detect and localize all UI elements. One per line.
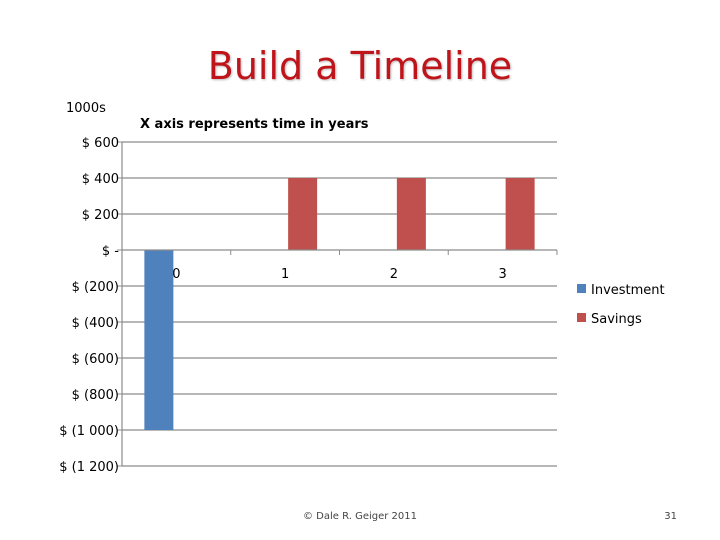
- page-number: 31: [664, 511, 677, 522]
- x-tick-label: 1: [281, 267, 289, 282]
- y-tick-label: $ -: [102, 244, 119, 259]
- slide-title: Build a Timeline: [207, 44, 513, 88]
- y-tick-label: $ 400: [82, 172, 119, 187]
- x-tick-label: 0: [172, 267, 180, 282]
- y-tick-label: $ (600): [72, 352, 119, 367]
- y-tick-label: $ (400): [72, 316, 119, 331]
- legend-swatch-savings: [577, 313, 586, 322]
- gridlines: [122, 141, 557, 467]
- y-tick-label: $ 600: [82, 136, 119, 151]
- legend-label-savings: Savings: [591, 312, 642, 327]
- bars: [144, 178, 535, 430]
- x-tick-label: 3: [498, 267, 506, 282]
- legend-swatch-investment: [577, 284, 586, 293]
- bar-savings-1: [288, 178, 318, 250]
- y-tick-label: $ (1 000): [59, 424, 119, 439]
- bar-savings-2: [396, 178, 426, 250]
- y-tick-label: $ (800): [72, 388, 119, 403]
- y-tick-label: $ (200): [72, 280, 119, 295]
- legend-label-investment: Investment: [591, 283, 665, 298]
- axes: [117, 141, 558, 467]
- footer-copyright: © Dale R. Geiger 2011: [303, 511, 417, 522]
- bar-savings-3: [505, 178, 535, 250]
- y-tick-label: $ (1 200): [59, 460, 119, 475]
- y-tick-label: $ 200: [82, 208, 119, 223]
- tick-labels: $ 600 $ 400 $ 200 $ - $ (200) $ (400) $ (600) $…: [59, 136, 507, 475]
- units-label: 1000s: [66, 101, 106, 116]
- bar-investment-0: [144, 250, 174, 430]
- chart-annotation: X axis represents time in years: [140, 117, 369, 132]
- legend: Investment Savings: [577, 283, 665, 327]
- x-tick-label: 2: [390, 267, 398, 282]
